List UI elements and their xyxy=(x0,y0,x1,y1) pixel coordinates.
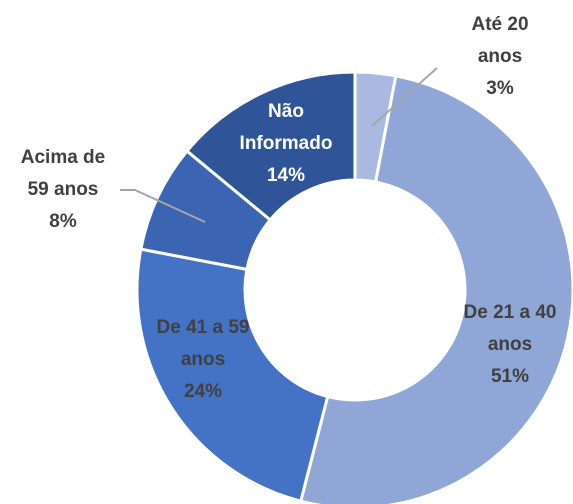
data-label: Acima de 59 anos 8% xyxy=(16,142,111,238)
donut-slice xyxy=(184,70,357,222)
value-label: 8% xyxy=(49,211,77,232)
data-label: De 41 a 59 anos 24% xyxy=(156,312,251,408)
value-label: 3% xyxy=(486,78,514,99)
data-label: De 21 a 40 anos 51% xyxy=(463,297,558,393)
category-label: Até 20 anos xyxy=(471,14,529,67)
value-label: 24% xyxy=(183,381,223,402)
leader-line xyxy=(120,189,206,223)
donut-slice xyxy=(298,74,573,504)
category-label: De 41 a 59 anos xyxy=(156,317,250,370)
data-label: Até 20 anos 3% xyxy=(460,9,540,105)
leader-line xyxy=(371,67,438,127)
value-label: 51% xyxy=(490,366,530,387)
category-label: Não Informado xyxy=(239,101,333,154)
category-label: De 21 a 40 anos xyxy=(463,302,557,355)
data-label: Não Informado 14% xyxy=(224,96,349,192)
category-label: Acima de 59 anos xyxy=(20,147,106,200)
value-label: 14% xyxy=(266,165,306,186)
donut-slice xyxy=(135,247,330,503)
